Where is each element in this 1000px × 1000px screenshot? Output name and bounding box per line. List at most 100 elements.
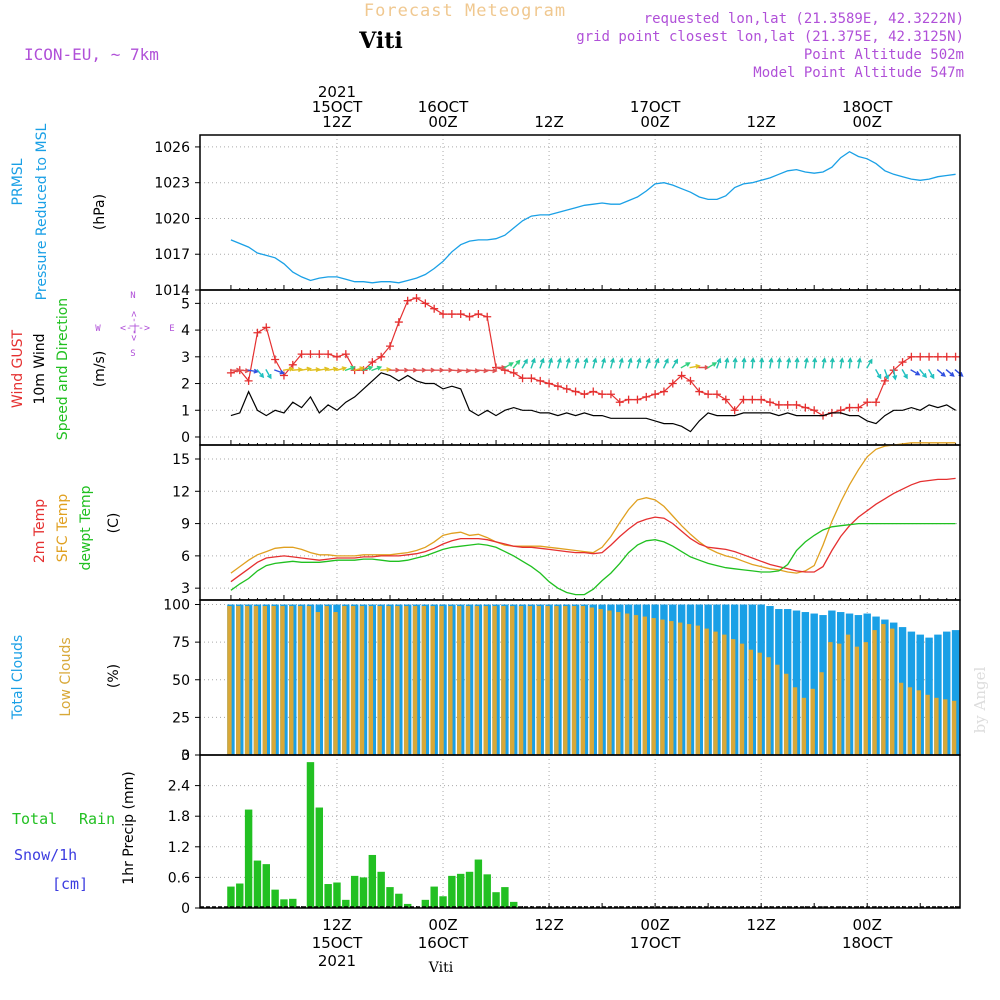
- wind-direction-arrow: [821, 357, 827, 369]
- gust-marker: [580, 390, 589, 399]
- y-tick-label: 1017: [154, 247, 190, 263]
- wind-label-gust: Wind GUST: [10, 329, 26, 408]
- compass-west: W: [95, 324, 101, 334]
- y-tick-label: 1020: [154, 211, 190, 227]
- low-cloud-bar: [306, 606, 312, 755]
- gust-marker: [447, 310, 456, 319]
- rain-bar: [306, 762, 315, 908]
- wind-direction-arrow: [380, 367, 392, 373]
- low-cloud-bar: [863, 642, 868, 755]
- low-cloud-bar: [350, 606, 356, 755]
- gust-marker: [757, 395, 766, 404]
- wind-direction-arrow: [459, 368, 472, 374]
- low-cloud-bar: [342, 606, 347, 755]
- low-cloud-bar: [766, 657, 771, 755]
- rain-bar: [430, 886, 438, 908]
- bottom-time-label: 00Z: [428, 916, 457, 934]
- rain-bar: [359, 877, 368, 908]
- gust-marker: [942, 352, 951, 361]
- top-time-label: 2021: [318, 83, 356, 101]
- low-cloud-bar: [377, 606, 382, 755]
- precipitation-panel: 0 0.6 1.2 1.8 2.4 3: [168, 748, 961, 917]
- gust-marker: [633, 395, 642, 404]
- low-cloud-bar: [607, 610, 612, 755]
- top-time-label: 00Z: [853, 113, 882, 131]
- gust-marker: [536, 376, 545, 385]
- pressure-labels: PRMSL Pressure Reduced to MSL (hPa): [10, 123, 108, 300]
- y-tick-label: 1.2: [168, 840, 190, 856]
- wind-direction-arrow: [689, 363, 701, 369]
- gust-marker: [739, 395, 748, 404]
- pressure-frame: [199, 134, 961, 291]
- model-name: ICON-EU, ~ 7km: [24, 45, 159, 64]
- y-tick-label: 3: [181, 748, 190, 764]
- total-cloud-bar: [792, 610, 801, 755]
- wind-direction-arrow: [318, 366, 330, 372]
- low-cloud-bar: [854, 646, 860, 755]
- compass-east: E: [169, 324, 174, 334]
- sfc-temp-line: [230, 442, 956, 574]
- y-tick-label: 100: [163, 598, 190, 614]
- low-cloud-bar: [828, 642, 833, 755]
- y-tick-label: 4: [181, 323, 190, 339]
- point-altitude: Point Altitude 502m: [804, 47, 964, 63]
- gust-marker: [297, 350, 306, 359]
- low-cloud-bar: [598, 609, 603, 755]
- model-point-altitude: Model Point Altitude 547m: [753, 65, 964, 81]
- wind-direction-arrow: [654, 357, 660, 369]
- temperature-labels: 2m Temp SFC Temp dewpt Temp (C): [32, 485, 122, 570]
- wind-direction-arrow: [353, 366, 365, 372]
- gust-marker: [606, 390, 615, 399]
- wind-direction-arrow: [415, 367, 427, 373]
- wind-direction-arrow: [274, 369, 285, 375]
- top-time-label: 16OCT: [418, 98, 469, 116]
- wind-direction-arrow: [707, 362, 718, 369]
- gust-marker: [368, 358, 377, 367]
- wind-direction-arrow: [256, 369, 265, 379]
- low-cloud-bar: [633, 615, 639, 755]
- low-cloud-bar: [412, 606, 418, 755]
- y-tick-label: 3: [181, 581, 190, 597]
- gust-marker: [933, 352, 942, 361]
- y-tick-label: 15: [172, 452, 190, 468]
- low-cloud-bar: [819, 672, 824, 755]
- low-cloud-bar: [783, 673, 789, 755]
- gust-marker: [774, 400, 783, 409]
- y-tick-label: 25: [172, 710, 190, 726]
- rain-bar: [456, 873, 465, 908]
- wind-direction-arrow: [450, 368, 463, 374]
- low-cloud-bar: [554, 606, 559, 755]
- gust-marker: [545, 379, 554, 388]
- y-tick-label: 12: [172, 484, 190, 500]
- wind-direction-arrow: [954, 369, 964, 377]
- low-cloud-bar: [686, 624, 692, 755]
- gust-marker: [474, 310, 483, 319]
- rain-bar: [368, 854, 377, 908]
- low-cloud-bar: [474, 606, 480, 755]
- wind-direction-arrow: [362, 365, 374, 372]
- top-time-label: 12Z: [534, 113, 563, 131]
- wind-direction-arrow: [919, 369, 927, 379]
- bottom-time-label: 18OCT: [842, 934, 893, 952]
- wind-direction-arrow: [928, 369, 935, 380]
- low-cloud-bar: [253, 606, 259, 755]
- low-cloud-bar: [748, 649, 754, 755]
- low-cloud-bar: [403, 606, 409, 755]
- temp-label-sfc: SFC Temp: [55, 494, 71, 563]
- low-cloud-bar: [757, 652, 762, 755]
- rain-bar: [403, 903, 412, 908]
- wind-direction-arrow: [847, 357, 853, 369]
- gust-marker: [483, 312, 492, 321]
- temp-label-2m: 2m Temp: [32, 499, 48, 563]
- rain-bar: [510, 901, 518, 908]
- bottom-time-label: 12Z: [746, 916, 775, 934]
- gust-marker: [377, 352, 386, 361]
- gust-marker: [598, 390, 607, 399]
- rain-bar: [280, 899, 288, 908]
- rain-bar: [227, 886, 235, 908]
- wind-direction-arrow: [680, 362, 691, 369]
- wind-direction-arrow: [327, 366, 339, 372]
- wind-direction-arrow: [583, 357, 589, 369]
